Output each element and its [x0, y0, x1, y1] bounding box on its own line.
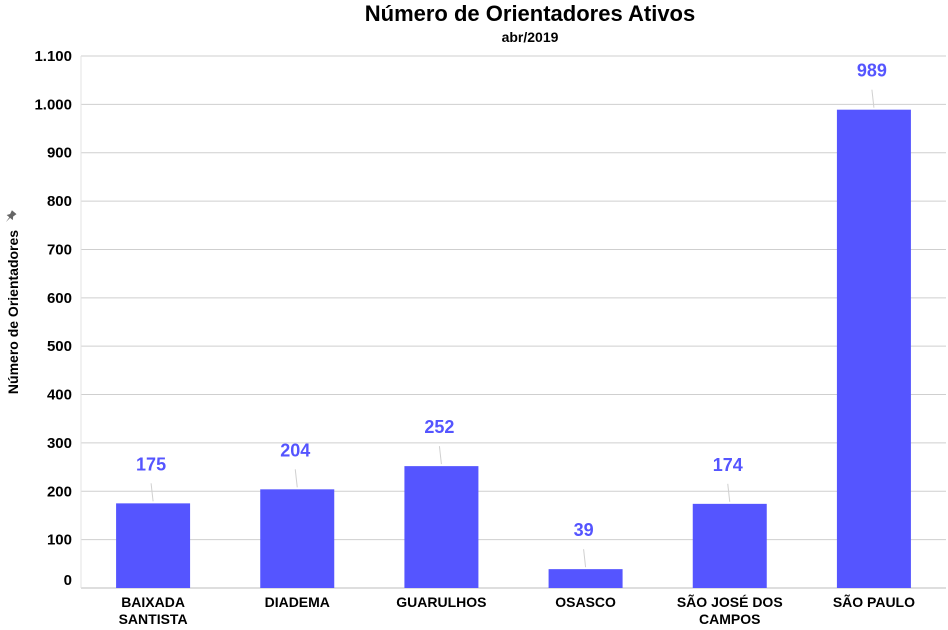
- label-leader-line: [150, 483, 154, 502]
- x-tick-label: OSASCO: [555, 594, 616, 610]
- x-tick-label: DIADEMA: [265, 594, 330, 610]
- y-tick-label: 800: [47, 193, 72, 210]
- y-tick-label: 500: [47, 338, 72, 355]
- label-leader-line: [727, 483, 731, 502]
- data-label: 39: [574, 520, 594, 540]
- y-tick-label: 300: [47, 435, 72, 452]
- x-tick-label: SANTISTA: [119, 611, 188, 627]
- data-label: 989: [857, 61, 887, 81]
- y-tick-label: 1.000: [34, 96, 72, 113]
- x-tick-label: SÃO PAULO: [833, 593, 915, 610]
- x-tick-label: CAMPOS: [699, 611, 760, 627]
- x-tick-label: SÃO JOSÉ DOS: [677, 593, 783, 610]
- data-label: 174: [713, 455, 743, 475]
- bar[interactable]: [692, 503, 767, 588]
- data-label: 175: [136, 454, 166, 474]
- data-labels: 175 204 252 39 174 989: [136, 61, 887, 568]
- data-label: 204: [280, 440, 310, 460]
- y-tick-label: 1.100: [34, 48, 72, 65]
- y-axis-ticks: 0 100 200 300 400 500 600 700 800 900 1.000 1.100: [34, 48, 72, 589]
- bars: [116, 109, 911, 588]
- bar[interactable]: [116, 503, 191, 588]
- y-tick-label: 700: [47, 241, 72, 258]
- data-label: 252: [424, 417, 454, 437]
- pin-icon[interactable]: [3, 210, 17, 225]
- y-tick-label: 900: [47, 145, 72, 162]
- bar[interactable]: [404, 466, 479, 588]
- bar[interactable]: [260, 489, 335, 588]
- x-tick-label: BAIXADA: [121, 594, 185, 610]
- label-leader-line: [438, 446, 442, 465]
- y-axis-label: Número de Orientadores: [5, 230, 21, 394]
- chart-title: Número de Orientadores Ativos: [365, 1, 695, 26]
- chart-subtitle: abr/2019: [502, 29, 559, 45]
- y-tick-label: 0: [64, 572, 72, 589]
- y-tick-label: 200: [47, 483, 72, 500]
- y-tick-label: 400: [47, 387, 72, 404]
- x-tick-label: GUARULHOS: [396, 594, 486, 610]
- bar[interactable]: [836, 109, 911, 588]
- gridlines: [80, 55, 946, 589]
- label-leader-line: [583, 549, 587, 568]
- y-tick-label: 100: [47, 532, 72, 549]
- y-tick-label: 600: [47, 290, 72, 307]
- label-leader-line: [294, 469, 298, 488]
- bar[interactable]: [548, 569, 623, 588]
- label-leader-line: [871, 89, 875, 108]
